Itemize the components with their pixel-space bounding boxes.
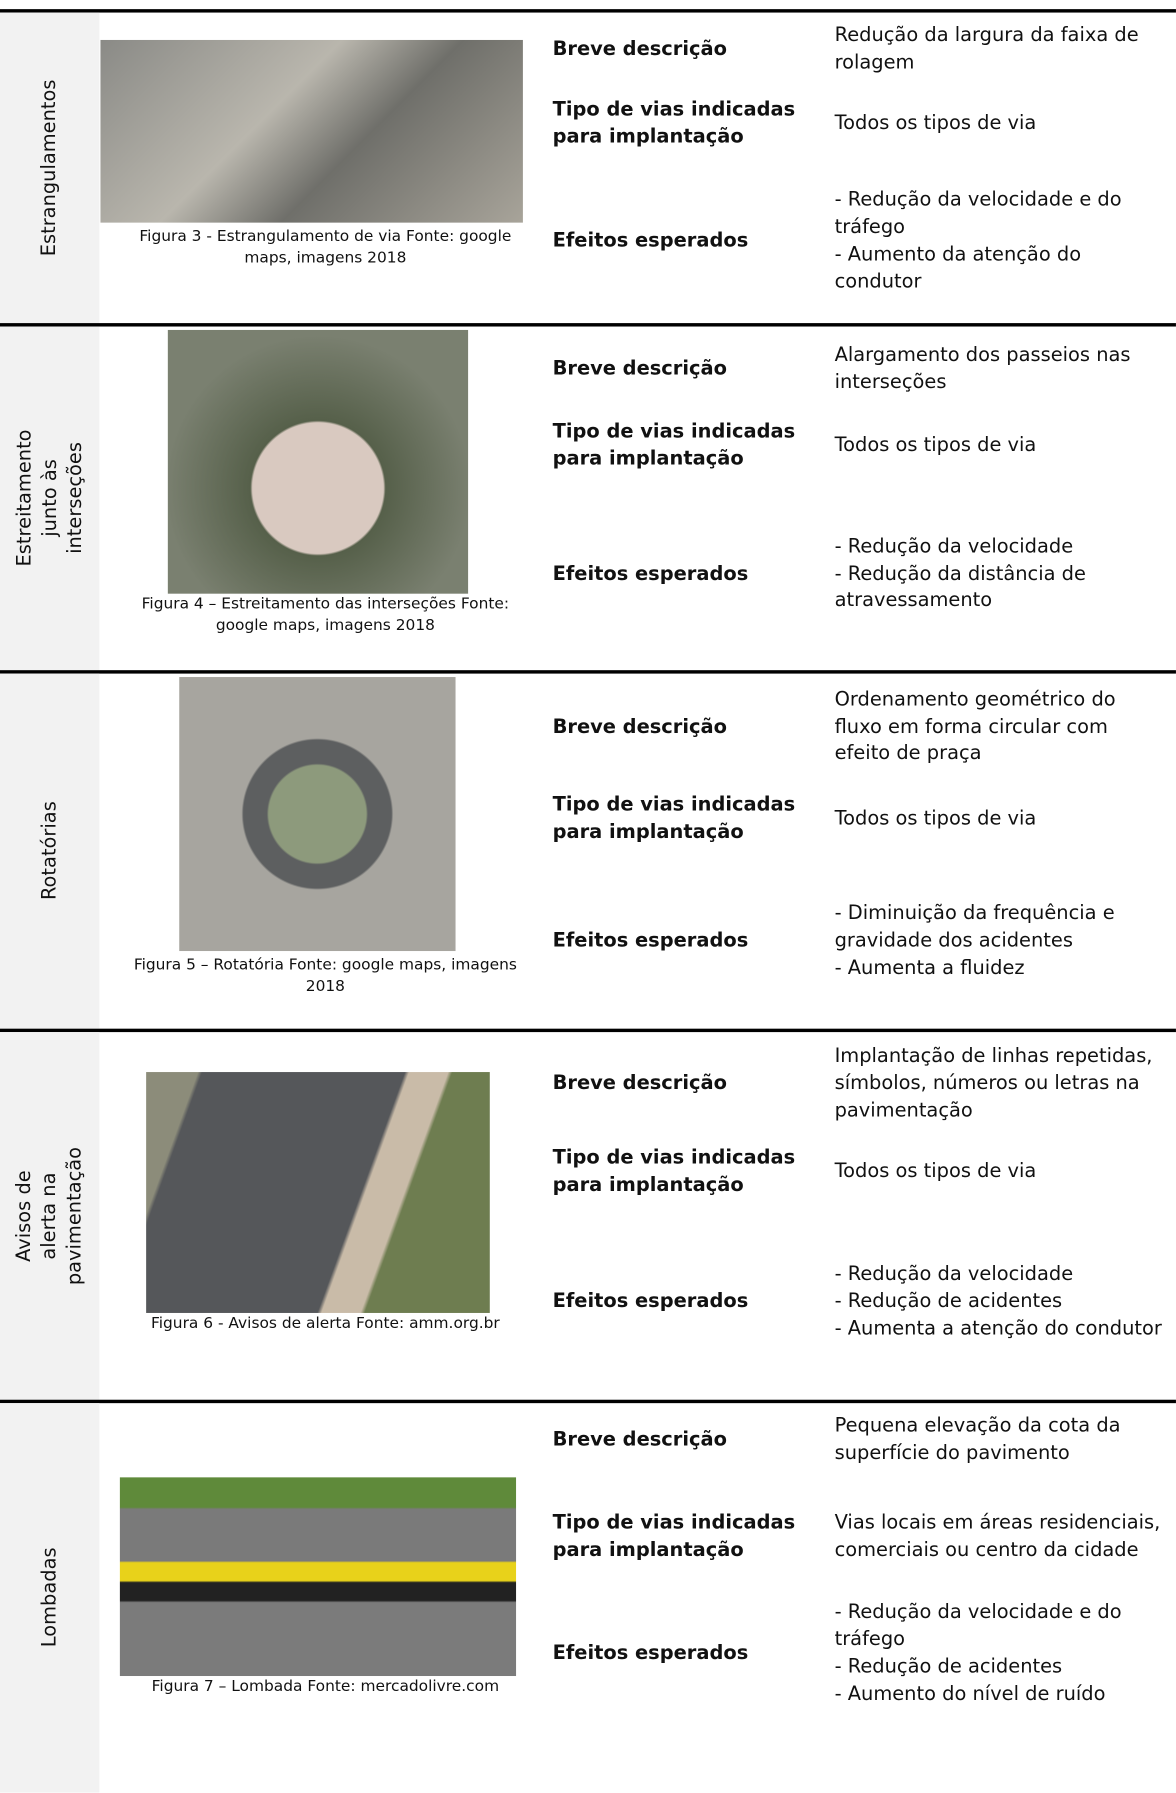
field-description: Breve descrição Redução da largura da fai…	[553, 13, 1176, 87]
field-value: Todos os tipos de via	[834, 111, 1037, 135]
field-label: Efeitos esperados	[552, 1641, 749, 1665]
figure-caption: Figura 4 – Estreitamento das interseções…	[141, 594, 510, 635]
effect-item: - Redução da velocidade e do tráfego	[834, 1601, 1122, 1652]
figure-image	[146, 1072, 490, 1313]
field-description: Breve descrição Pequena elevação da cota …	[553, 1403, 1176, 1478]
field-label: Tipo de vias indicadas para implantação	[552, 97, 796, 148]
field-label: Tipo de vias indicadas para implantação	[552, 1511, 796, 1562]
table-row: Estreitamento junto às interseções Figura…	[0, 323, 1176, 671]
effect-item: - Redução de acidentes	[834, 1290, 1063, 1314]
field-value: Implantação de linhas repetidas, símbolo…	[834, 1044, 1153, 1123]
field-roads: Tipo de vias indicadas para implantação T…	[553, 412, 1176, 481]
table-row: Estrangulamentos Figura 3 - Estrangulamen…	[0, 9, 1176, 324]
field-value: Vias locais em áreas residenciais, comer…	[834, 1511, 1161, 1562]
effect-item: - Aumento do nível de ruído	[834, 1682, 1106, 1706]
effect-item: - Redução de acidentes	[834, 1655, 1063, 1679]
measure-name: Rotatórias	[38, 801, 62, 901]
field-label: Breve descrição	[552, 1072, 727, 1095]
field-label: Efeitos esperados	[552, 562, 749, 586]
effect-item: - Diminuição da frequência e gravidade d…	[834, 902, 1115, 953]
field-label: Breve descrição	[552, 1428, 727, 1452]
field-effects: Efeitos esperados - Redução da velocidade…	[553, 1597, 1176, 1711]
field-value: - Redução da velocidade - Redução de acid…	[835, 1262, 1166, 1344]
field-value: Ordenamento geométrico do fluxo em forma…	[834, 688, 1116, 766]
effect-item: - Redução da velocidade	[834, 1263, 1074, 1286]
field-roads: Tipo de vias indicadas para implantação T…	[553, 782, 1176, 856]
field-value: Alargamento dos passeios nas interseções	[834, 343, 1131, 394]
field-description: Breve descrição Ordenamento geométrico do…	[553, 674, 1176, 782]
figure-caption: Figura 5 – Rotatória Fonte: google maps,…	[133, 955, 517, 996]
effect-item: - Aumenta a atenção do condutor	[834, 1317, 1162, 1341]
field-label: Breve descrição	[552, 715, 727, 739]
field-value: - Redução da velocidade e do tráfego - Re…	[835, 1600, 1166, 1709]
field-roads: Tipo de vias indicadas para implantação V…	[553, 1479, 1176, 1598]
field-label: Tipo de vias indicadas para implantação	[552, 793, 796, 844]
field-description: Breve descrição Alargamento dos passeios …	[553, 327, 1176, 413]
field-value: Redução da largura da faixa de rolagem	[834, 23, 1139, 74]
field-value: - Diminuição da frequência e gravidade d…	[835, 901, 1166, 983]
measure-name: Estrangulamentos	[38, 79, 62, 257]
figure-caption: Figura 7 – Lombada Fonte: mercadolivre.c…	[151, 1677, 500, 1696]
figure-caption: Figura 3 - Estrangulamento de via Fonte:…	[139, 227, 512, 268]
field-description: Breve descrição Implantação de linhas rep…	[553, 1032, 1176, 1137]
row-header: Avisos de alerta na pavimentação	[0, 1032, 100, 1400]
field-label: Efeitos esperados	[552, 1290, 749, 1314]
field-value: Pequena elevação da cota da superfície d…	[834, 1414, 1121, 1465]
field-roads: Tipo de vias indicadas para implantação T…	[553, 87, 1176, 161]
field-label: Tipo de vias indicadas para implantação	[552, 420, 796, 471]
field-label: Efeitos esperados	[552, 229, 749, 253]
measure-name: Lombadas	[38, 1547, 62, 1648]
row-header: Estrangulamentos	[0, 12, 100, 324]
figure-image	[167, 329, 469, 594]
measure-name: Avisos de alerta na pavimentação	[12, 1146, 87, 1286]
table-row: Avisos de alerta na pavimentação Figura 6…	[0, 1028, 1176, 1400]
figure-caption: Figura 6 - Avisos de alerta Fonte: amm.o…	[150, 1314, 500, 1333]
field-label: Efeitos esperados	[552, 929, 749, 953]
field-effects: Efeitos esperados - Redução da velocidade…	[553, 1208, 1176, 1398]
field-value: Todos os tipos de via	[834, 433, 1037, 457]
figure-image	[179, 677, 456, 952]
row-header: Lombadas	[0, 1403, 100, 1793]
field-effects: Efeitos esperados - Redução da velocidade…	[553, 481, 1176, 669]
field-value: - Redução da velocidade e do tráfego - Au…	[835, 188, 1166, 297]
effect-item: - Redução da distância de atravessamento	[834, 562, 1086, 613]
field-value: Todos os tipos de via	[834, 806, 1037, 830]
field-effects: Efeitos esperados - Redução da velocidade…	[553, 161, 1176, 323]
effect-item: - Redução da velocidade	[834, 535, 1074, 559]
measure-name: Estreitamento junto às interseções	[12, 429, 87, 567]
row-header: Estreitamento junto às interseções	[0, 326, 100, 671]
row-header: Rotatórias	[0, 673, 100, 1029]
table-row: Lombadas Figura 7 – Lombada Fonte: mercad…	[0, 1399, 1176, 1793]
figure-image	[119, 1477, 517, 1677]
field-value: - Redução da velocidade - Redução da dist…	[835, 534, 1166, 616]
field-label: Tipo de vias indicadas para implantação	[552, 1146, 796, 1197]
field-label: Breve descrição	[552, 356, 727, 380]
effect-item: - Aumento da atenção do condutor	[834, 243, 1082, 294]
effect-item: - Redução da velocidade e do tráfego	[834, 188, 1122, 239]
field-value: Todos os tipos de via	[834, 1160, 1037, 1183]
field-effects: Efeitos esperados - Diminuição da frequên…	[553, 856, 1176, 1027]
field-label: Breve descrição	[552, 37, 727, 61]
table-row: Rotatórias Figura 5 – Rotatória Fonte: go…	[0, 670, 1176, 1029]
effect-item: - Aumenta a fluidez	[834, 956, 1025, 980]
figure-image	[100, 39, 523, 223]
field-roads: Tipo de vias indicadas para implantação T…	[553, 1137, 1176, 1208]
